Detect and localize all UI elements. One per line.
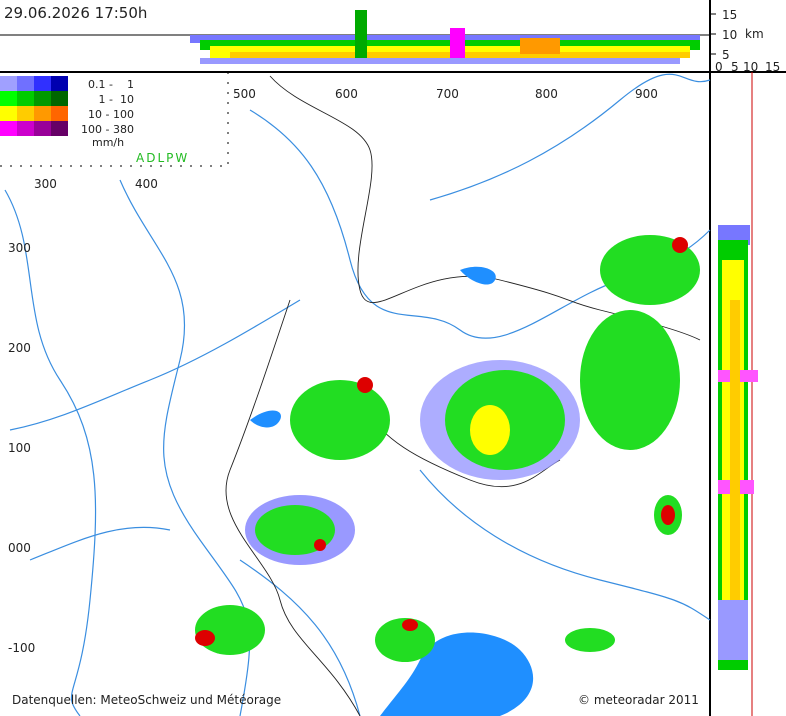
legend-swatch — [34, 121, 51, 136]
map-tick-label: 300 — [8, 241, 31, 255]
legend-swatch — [51, 106, 68, 121]
lake — [460, 266, 496, 285]
legend-swatch — [51, 76, 68, 91]
right-profile — [718, 72, 758, 716]
map-tick-label: 900 — [635, 87, 658, 101]
legend-swatch — [34, 76, 51, 91]
legend-unit: mm/h — [92, 136, 124, 149]
legend-swatch — [34, 91, 51, 106]
map-tick-label: 500 — [233, 87, 256, 101]
height-tick-label: 15 — [722, 8, 737, 22]
map-tick-label: 000 — [8, 541, 31, 555]
map-tick-label: 100 — [8, 441, 31, 455]
width-tick-label: 10 — [743, 60, 758, 74]
legend-label: 100 - 380 — [81, 123, 134, 136]
map-tick-label: 600 — [335, 87, 358, 101]
legend-swatch — [34, 106, 51, 121]
width-tick-label: 5 — [731, 60, 739, 74]
legend-swatch — [17, 121, 34, 136]
height-tick-label: 10 — [722, 28, 737, 42]
rivers — [4, 73, 711, 716]
legend-swatch — [0, 91, 17, 106]
copyright: © meteoradar 2011 — [578, 693, 699, 707]
legend-swatch — [17, 76, 34, 91]
profile-ticks — [710, 13, 716, 55]
data-sources: Datenquellen: MeteoSchweiz und Météorage — [12, 693, 281, 707]
map-tick-label: -100 — [8, 641, 35, 655]
legend-swatch — [0, 76, 17, 91]
height-unit: km — [745, 27, 764, 41]
legend-swatch — [17, 91, 34, 106]
legend-label: 1 - 10 — [99, 93, 134, 106]
stations: ADLPW — [136, 151, 189, 165]
legend-label: 0.1 - 1 — [88, 78, 134, 91]
map-tick-label: 300 — [34, 177, 57, 191]
precipitation — [195, 235, 700, 662]
legend-swatch — [17, 106, 34, 121]
map-tick-label: 400 — [135, 177, 158, 191]
lake — [380, 632, 534, 716]
map-tick-label: 800 — [535, 87, 558, 101]
timestamp: 29.06.2026 17:50h — [4, 4, 147, 22]
width-tick-label: 15 — [765, 60, 780, 74]
map-tick-label: 200 — [8, 341, 31, 355]
map-tick-label: 700 — [436, 87, 459, 101]
width-tick-label: 0 — [715, 60, 723, 74]
legend-swatch — [0, 121, 17, 136]
legend-swatch — [51, 91, 68, 106]
legend — [0, 76, 68, 136]
legend-swatch — [0, 106, 17, 121]
height-tick-label: 5 — [722, 48, 730, 62]
legend-label: 10 - 100 — [88, 108, 134, 121]
lake — [250, 410, 281, 428]
legend-swatch — [51, 121, 68, 136]
